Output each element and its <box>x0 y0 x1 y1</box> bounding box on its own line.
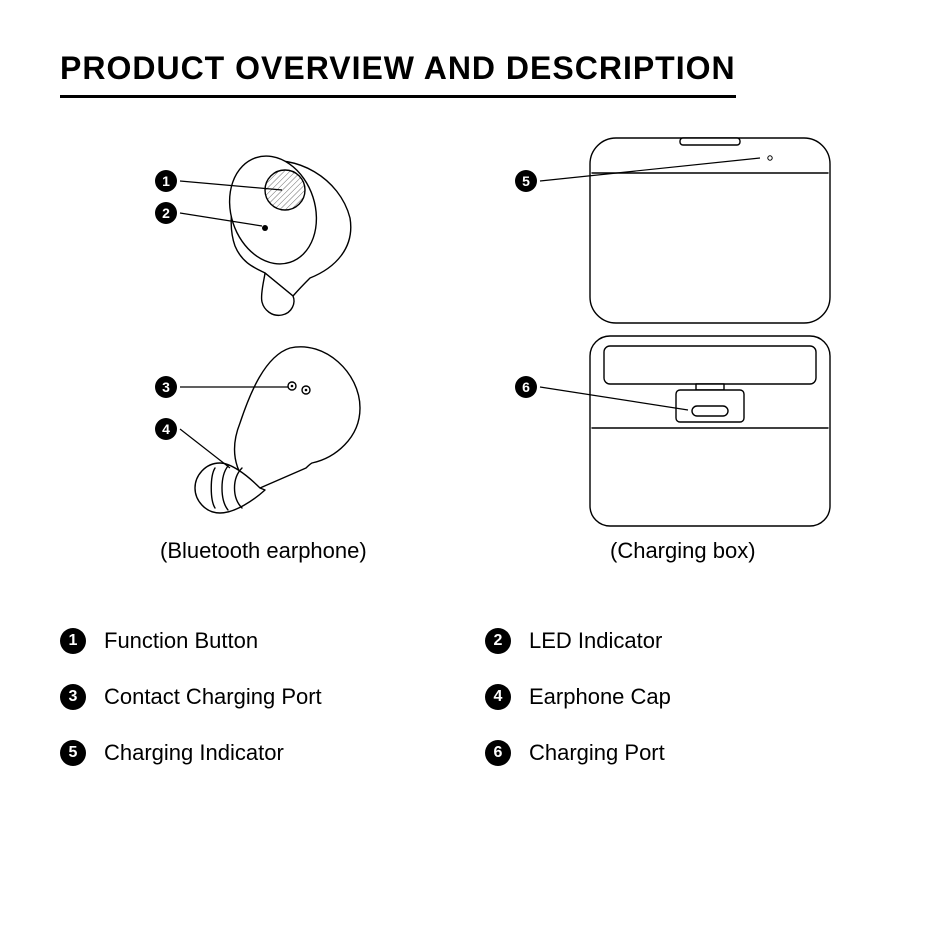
callout-4: 4 <box>155 418 177 440</box>
legend: 1 Function Button 2 LED Indicator 3 Contact C… <box>60 628 870 766</box>
callout-6: 6 <box>515 376 537 398</box>
caption-box: (Charging box) <box>610 538 756 564</box>
legend-badge-4: 4 <box>485 684 511 710</box>
legend-badge-1: 1 <box>60 628 86 654</box>
legend-item-6: 6 Charging Port <box>485 740 870 766</box>
legend-item-4: 4 Earphone Cap <box>485 684 870 710</box>
legend-badge-2: 2 <box>485 628 511 654</box>
legend-item-1: 1 Function Button <box>60 628 445 654</box>
callout-1: 1 <box>155 170 177 192</box>
callout-5: 5 <box>515 170 537 192</box>
legend-label-1: Function Button <box>104 628 258 654</box>
diagram-area: 1 2 3 4 5 6 (Bluetooth earphone) (Charging bo… <box>60 118 870 598</box>
callout-3: 3 <box>155 376 177 398</box>
legend-label-2: LED Indicator <box>529 628 662 654</box>
legend-item-2: 2 LED Indicator <box>485 628 870 654</box>
page-title: PRODUCT OVERVIEW AND DESCRIPTION <box>60 50 736 98</box>
legend-label-4: Earphone Cap <box>529 684 671 710</box>
legend-label-3: Contact Charging Port <box>104 684 322 710</box>
legend-label-5: Charging Indicator <box>104 740 284 766</box>
legend-badge-5: 5 <box>60 740 86 766</box>
legend-item-5: 5 Charging Indicator <box>60 740 445 766</box>
legend-badge-3: 3 <box>60 684 86 710</box>
caption-earphone: (Bluetooth earphone) <box>160 538 367 564</box>
legend-badge-6: 6 <box>485 740 511 766</box>
legend-item-3: 3 Contact Charging Port <box>60 684 445 710</box>
lineart-svg <box>60 118 870 538</box>
callout-2: 2 <box>155 202 177 224</box>
legend-label-6: Charging Port <box>529 740 665 766</box>
